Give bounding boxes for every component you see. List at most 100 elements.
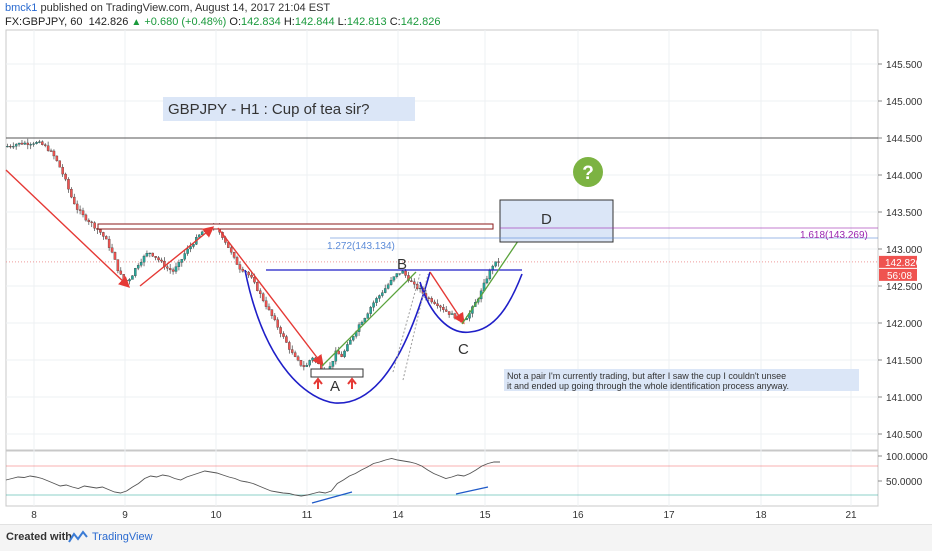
candle-body[interactable] — [375, 298, 378, 303]
candle-body[interactable] — [366, 313, 370, 319]
candle-body[interactable] — [401, 270, 404, 274]
candle-body[interactable] — [386, 284, 390, 289]
point-a-zone[interactable] — [310, 368, 364, 378]
candle-body[interactable] — [9, 146, 12, 148]
candle-body[interactable] — [349, 339, 352, 345]
handle-down-arrow[interactable] — [429, 271, 465, 325]
candle-body[interactable] — [105, 236, 108, 240]
candle-body[interactable] — [148, 252, 152, 254]
target-zone-d[interactable] — [499, 199, 614, 243]
osc-divergence-line-1[interactable] — [311, 491, 353, 504]
candle-body[interactable] — [145, 253, 149, 257]
candle-body[interactable] — [78, 209, 82, 211]
candle-body[interactable] — [229, 247, 233, 253]
candle-body[interactable] — [288, 342, 291, 350]
candle-body[interactable] — [296, 356, 300, 361]
candle-body[interactable] — [436, 303, 439, 307]
candle-body[interactable] — [32, 143, 35, 145]
candle-body[interactable] — [70, 188, 73, 198]
oscillator-pane[interactable] — [5, 450, 879, 507]
candle-body[interactable] — [334, 350, 338, 362]
candle-body[interactable] — [197, 234, 201, 238]
ab-leg-line[interactable] — [321, 271, 417, 367]
candle-body[interactable] — [282, 333, 285, 337]
candle-body[interactable] — [360, 321, 364, 325]
candle-body[interactable] — [413, 281, 416, 285]
candle-body[interactable] — [99, 229, 102, 233]
candle-body[interactable] — [29, 144, 32, 146]
candle-body[interactable] — [38, 141, 41, 143]
candle-body[interactable] — [337, 350, 340, 355]
candle-body[interactable] — [75, 203, 79, 210]
candle-body[interactable] — [232, 252, 236, 258]
candle-body[interactable] — [84, 214, 88, 221]
pattern-drawings[interactable] — [5, 169, 878, 404]
candle-body[interactable] — [314, 357, 317, 361]
candle-body[interactable] — [52, 150, 56, 157]
candle-body[interactable] — [102, 232, 105, 237]
candle-body[interactable] — [55, 155, 59, 161]
candle-body[interactable] — [136, 265, 140, 269]
candle-body[interactable] — [35, 142, 38, 144]
candle-body[interactable] — [279, 327, 282, 334]
candle-body[interactable] — [299, 360, 303, 366]
candle-body[interactable] — [64, 173, 67, 180]
candle-body[interactable] — [331, 360, 335, 367]
candle-body[interactable] — [497, 261, 500, 263]
candle-body[interactable] — [87, 219, 91, 223]
cup-curve[interactable] — [244, 269, 431, 404]
candle-body[interactable] — [177, 262, 181, 267]
candle-body[interactable] — [180, 259, 184, 263]
cup-down-arrow[interactable] — [217, 227, 324, 367]
candle-body[interactable] — [439, 305, 442, 308]
candle-body[interactable] — [372, 302, 375, 308]
candle-body[interactable] — [259, 290, 262, 294]
candle-body[interactable] — [171, 269, 175, 272]
candle-body[interactable] — [395, 273, 399, 277]
candle-body[interactable] — [81, 210, 85, 216]
candle-body[interactable] — [308, 360, 311, 366]
candle-body[interactable] — [186, 248, 189, 254]
candle-body[interactable] — [238, 264, 242, 270]
drop-leg-arrow[interactable] — [5, 169, 131, 288]
candle-body[interactable] — [192, 244, 195, 247]
candle-body[interactable] — [427, 297, 431, 299]
candle-body[interactable] — [453, 313, 457, 319]
candle-body[interactable] — [305, 364, 309, 367]
candle-body[interactable] — [340, 353, 343, 357]
author-link[interactable]: bmck1 — [5, 2, 38, 14]
candle-body[interactable] — [392, 276, 396, 281]
candle-body[interactable] — [494, 261, 497, 267]
candle-body[interactable] — [157, 257, 160, 261]
rally-leg-arrow[interactable] — [139, 226, 215, 287]
candle-body[interactable] — [285, 336, 288, 343]
candle-body[interactable] — [410, 280, 413, 282]
candle-body[interactable] — [154, 256, 157, 258]
candle-body[interactable] — [125, 280, 128, 282]
candle-body[interactable] — [447, 311, 451, 315]
candle-body[interactable] — [61, 166, 64, 175]
candle-body[interactable] — [418, 287, 422, 290]
candle-body[interactable] — [302, 365, 306, 367]
candle-body[interactable] — [183, 253, 186, 260]
candle-body[interactable] — [26, 142, 30, 145]
candle-body[interactable] — [442, 307, 445, 310]
candle-body[interactable] — [363, 318, 367, 323]
handle-curve[interactable] — [419, 273, 523, 334]
candle-body[interactable] — [14, 144, 18, 147]
candle-body[interactable] — [189, 246, 192, 250]
tradingview-brand-link[interactable]: TradingView — [92, 531, 153, 543]
price-chart[interactable]: 145.500 145.000 144.500 144.000 143.500 143.0… — [0, 0, 932, 524]
candle-body[interactable] — [93, 222, 96, 229]
candle-body[interactable] — [12, 146, 15, 148]
candle-body[interactable] — [343, 350, 346, 357]
candle-body[interactable] — [166, 266, 169, 269]
candle-body[interactable] — [23, 142, 27, 145]
candle-body[interactable] — [404, 270, 407, 276]
candle-body[interactable] — [369, 307, 372, 314]
candle-body[interactable] — [139, 261, 143, 266]
candle-body[interactable] — [67, 179, 70, 190]
candle-body[interactable] — [256, 282, 259, 291]
candle-body[interactable] — [90, 221, 93, 223]
candle-body[interactable] — [168, 268, 172, 271]
